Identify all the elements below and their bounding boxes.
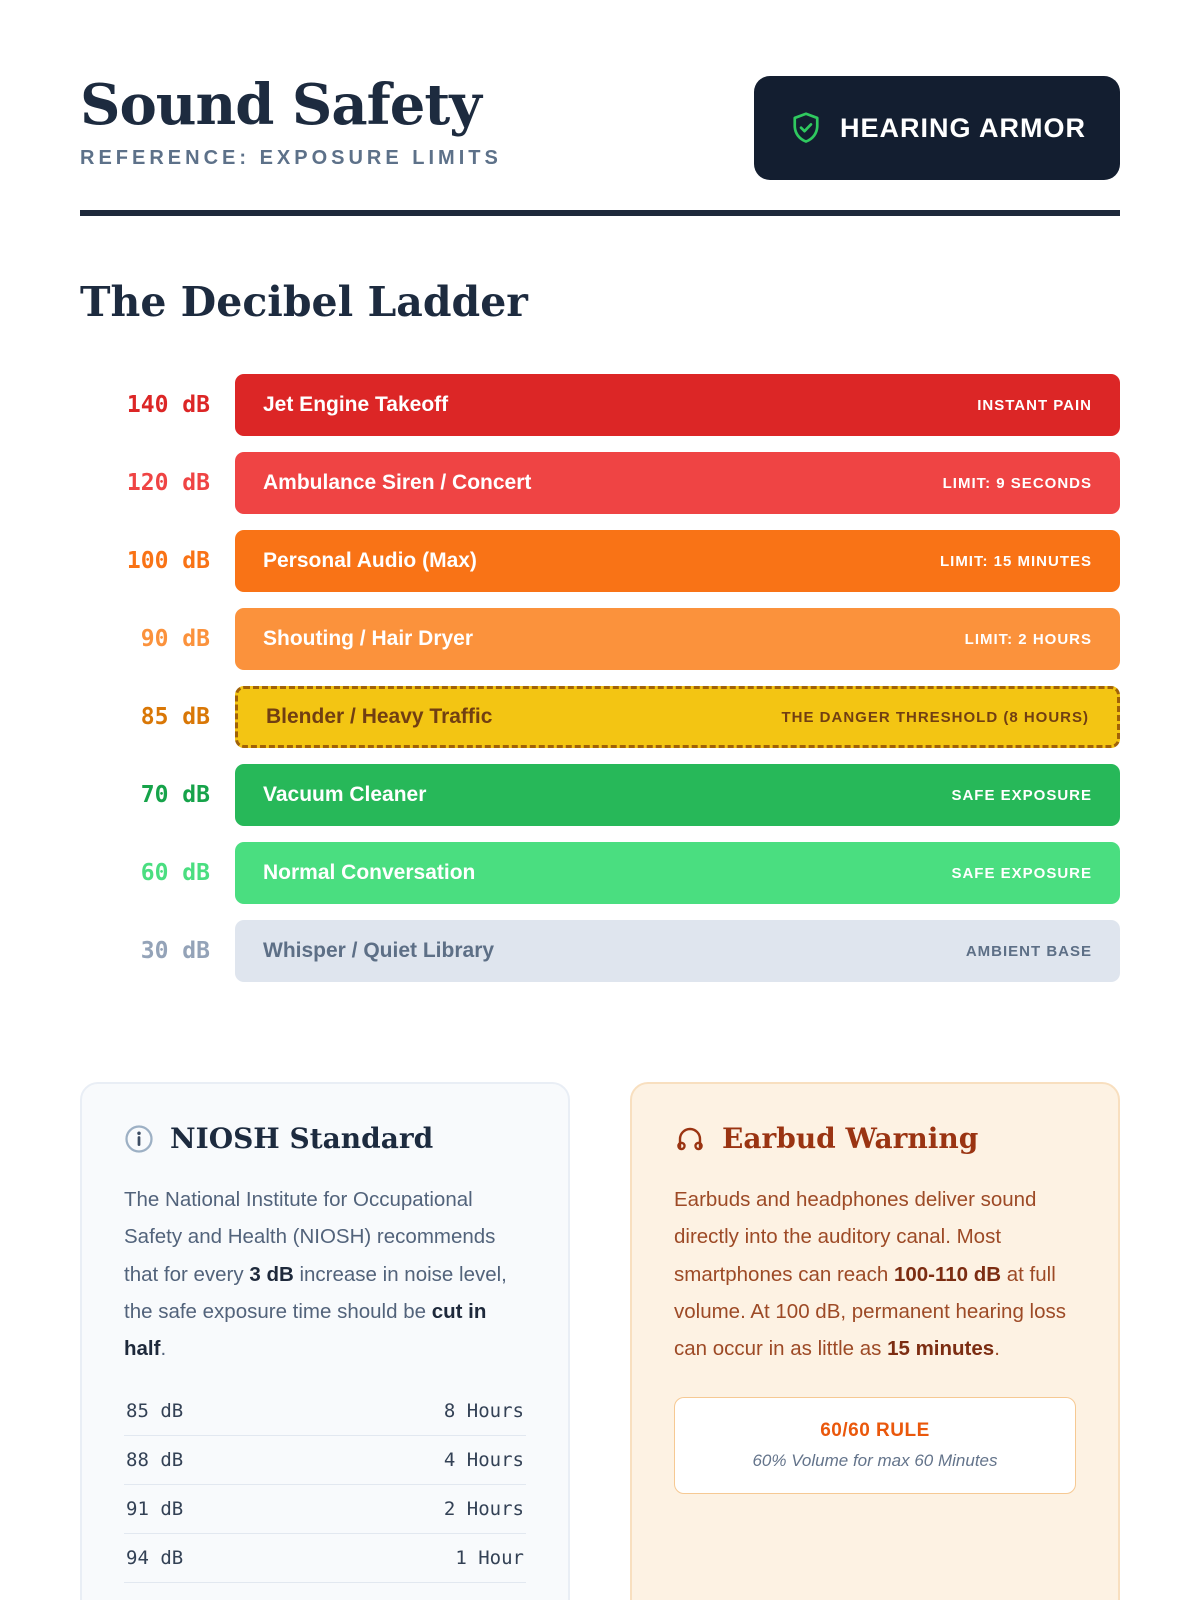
sixty-sixty-rule-box: 60/60 RULE 60% Volume for max 60 Minutes — [674, 1397, 1076, 1495]
ladder-bar: Whisper / Quiet Library AMBIENT BASE — [235, 920, 1120, 982]
exposure-limit-tag: LIMIT: 9 SECONDS — [942, 474, 1092, 492]
ladder-row: 70 dB Vacuum Cleaner SAFE EXPOSURE — [80, 764, 1120, 826]
shield-check-icon — [788, 110, 824, 146]
exposure-limit-tag: THE DANGER THRESHOLD (8 HOURS) — [781, 708, 1089, 726]
title-block: Sound Safety REFERENCE: EXPOSURE LIMITS — [80, 76, 502, 170]
page-subtitle: REFERENCE: EXPOSURE LIMITS — [80, 146, 502, 169]
table-time-cell: 2 Hours — [443, 1498, 524, 1521]
table-db-cell: 88 dB — [126, 1449, 184, 1472]
header-divider — [80, 210, 1120, 216]
table-row: 85 dB 8 Hours — [124, 1387, 526, 1437]
table-time-cell: 1 Hour — [455, 1547, 524, 1570]
ladder-row: 85 dB Blender / Heavy Traffic THE DANGER… — [80, 686, 1120, 748]
db-level-label: 140 dB — [126, 392, 210, 418]
ladder-bar: Shouting / Hair Dryer LIMIT: 2 HOURS — [235, 608, 1120, 670]
sound-source-label: Vacuum Cleaner — [263, 783, 427, 806]
rule-box-subtitle: 60% Volume for max 60 Minutes — [752, 1451, 998, 1471]
table-db-cell: 94 dB — [126, 1547, 184, 1570]
info-cards-section: NIOSH Standard The National Institute fo… — [80, 1082, 1120, 1600]
ladder-row: 100 dB Personal Audio (Max) LIMIT: 15 MI… — [80, 530, 1120, 592]
sound-source-label: Jet Engine Takeoff — [263, 393, 449, 416]
table-db-cell: 85 dB — [126, 1400, 184, 1423]
earbud-card-body: Earbuds and headphones deliver sound dir… — [674, 1188, 1067, 1361]
ladder-row: 120 dB Ambulance Siren / Concert LIMIT: … — [80, 452, 1120, 514]
sound-source-label: Whisper / Quiet Library — [263, 939, 495, 962]
earbud-card-title: Earbud Warning — [722, 1122, 979, 1155]
sound-source-label: Ambulance Siren / Concert — [263, 471, 532, 494]
ladder-row: 60 dB Normal Conversation SAFE EXPOSURE — [80, 842, 1120, 904]
table-db-cell: 91 dB — [126, 1498, 184, 1521]
decibel-ladder-section: The Decibel Ladder 140 dB Jet Engine Tak… — [80, 278, 1120, 982]
ladder-row: 90 dB Shouting / Hair Dryer LIMIT: 2 HOU… — [80, 608, 1120, 670]
earbud-card: Earbud Warning Earbuds and headphones de… — [630, 1082, 1120, 1600]
page-header: Sound Safety REFERENCE: EXPOSURE LIMITS … — [80, 76, 1120, 180]
sound-source-label: Normal Conversation — [263, 861, 476, 884]
niosh-exposure-table: 85 dB 8 Hours 88 dB 4 Hours 91 dB 2 Hour… — [124, 1387, 526, 1584]
ladder-heading: The Decibel Ladder — [80, 278, 528, 326]
ladder-bar: Ambulance Siren / Concert LIMIT: 9 SECON… — [235, 452, 1120, 514]
sound-source-label: Personal Audio (Max) — [263, 549, 477, 572]
sound-source-label: Shouting / Hair Dryer — [263, 627, 474, 650]
table-time-cell: 4 Hours — [443, 1449, 524, 1472]
ladder-bar: Vacuum Cleaner SAFE EXPOSURE — [235, 764, 1120, 826]
ladder-bar: Jet Engine Takeoff INSTANT PAIN — [235, 374, 1120, 436]
db-level-label: 30 dB — [140, 938, 210, 964]
niosh-card: NIOSH Standard The National Institute fo… — [80, 1082, 570, 1600]
ladder-bar: Normal Conversation SAFE EXPOSURE — [235, 842, 1120, 904]
ladder-row: 140 dB Jet Engine Takeoff INSTANT PAIN — [80, 374, 1120, 436]
earbud-card-header: Earbud Warning — [674, 1122, 1076, 1155]
exposure-limit-tag: SAFE EXPOSURE — [951, 786, 1092, 804]
rule-box-title: 60/60 RULE — [820, 1420, 930, 1442]
page-title: Sound Safety — [80, 72, 482, 138]
niosh-card-body: The National Institute for Occupational … — [124, 1188, 507, 1361]
niosh-card-title: NIOSH Standard — [170, 1122, 434, 1155]
exposure-limit-tag: LIMIT: 2 HOURS — [964, 630, 1092, 648]
decibel-ladder: 140 dB Jet Engine Takeoff INSTANT PAIN 1… — [80, 374, 1120, 982]
table-time-cell: 8 Hours — [443, 1400, 524, 1423]
exposure-limit-tag: LIMIT: 15 MINUTES — [939, 552, 1092, 570]
headphones-icon — [674, 1123, 706, 1155]
sound-source-label: Blender / Heavy Traffic — [266, 705, 493, 728]
niosh-card-header: NIOSH Standard — [124, 1122, 526, 1155]
badge-label: HEARING ARMOR — [840, 112, 1086, 143]
info-icon — [124, 1124, 154, 1154]
db-level-label: 100 dB — [126, 548, 210, 574]
table-row: 94 dB 1 Hour — [124, 1534, 526, 1584]
db-level-label: 70 dB — [140, 782, 210, 808]
exposure-limit-tag: SAFE EXPOSURE — [951, 864, 1092, 882]
db-level-label: 90 dB — [140, 626, 210, 652]
table-row: 88 dB 4 Hours — [124, 1436, 526, 1486]
db-level-label: 60 dB — [140, 860, 210, 886]
table-row: 91 dB 2 Hours — [124, 1485, 526, 1535]
db-level-label: 85 dB — [140, 704, 210, 730]
db-level-label: 120 dB — [126, 470, 210, 496]
ladder-row: 30 dB Whisper / Quiet Library AMBIENT BA… — [80, 920, 1120, 982]
exposure-limit-tag: AMBIENT BASE — [965, 942, 1092, 960]
hearing-armor-badge: HEARING ARMOR — [754, 76, 1120, 180]
exposure-limit-tag: INSTANT PAIN — [977, 396, 1092, 414]
ladder-bar: Personal Audio (Max) LIMIT: 15 MINUTES — [235, 530, 1120, 592]
ladder-bar: Blender / Heavy Traffic THE DANGER THRES… — [235, 686, 1120, 748]
